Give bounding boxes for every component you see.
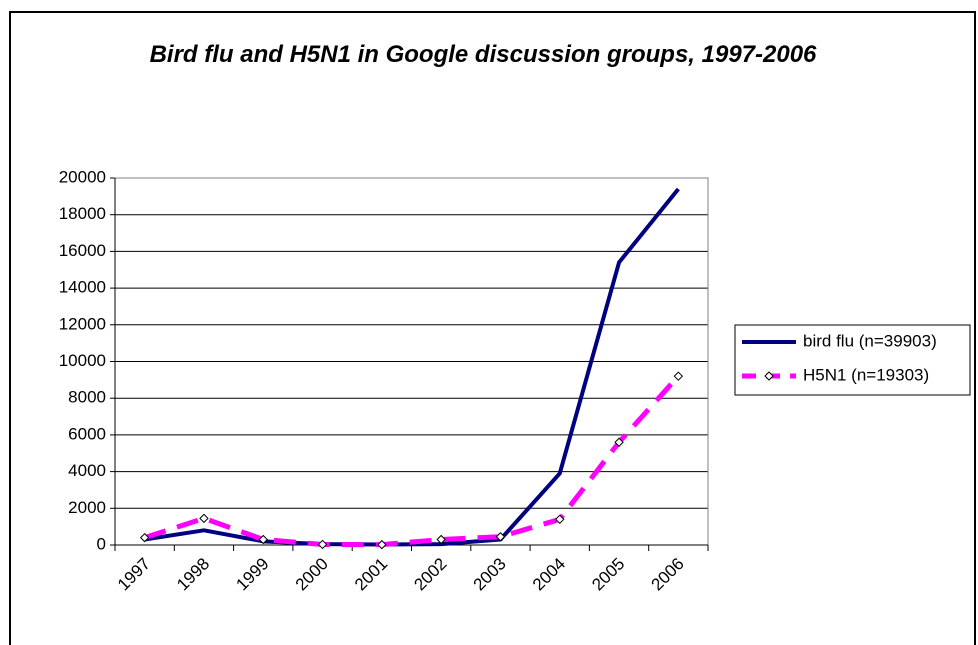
y-tick-label: 6000 [68,424,106,443]
x-tick-label: 2001 [351,554,391,594]
series-line [143,374,681,548]
data-point [317,539,328,550]
legend-box [734,324,971,396]
data-point [377,539,387,550]
x-tick-label: 2003 [470,554,510,594]
y-tick-label: 2000 [68,498,106,517]
y-tick-label: 20000 [59,167,106,186]
y-tick-label: 4000 [68,461,106,480]
data-point [436,534,446,545]
y-tick-label: 0 [97,534,106,553]
y-tick-label: 12000 [59,314,106,333]
x-tick-label: 2000 [292,554,332,594]
legend-label: H5N1 (n=19303) [803,365,929,384]
legend-marker [764,371,774,381]
data-point [614,437,624,447]
series-line [144,187,680,547]
x-tick-label: 2006 [648,554,688,594]
x-tick-label: 1999 [232,554,272,594]
data-point [139,532,150,543]
y-tick-label: 14000 [59,278,106,297]
x-tick-label: 1998 [173,554,213,594]
y-tick-label: 10000 [59,351,106,370]
data-point [555,514,565,525]
x-tick-label: 2002 [410,554,450,594]
chart-title: Bird flu and H5N1 in Google discussion g… [149,41,817,68]
y-tick-label: 16000 [59,241,106,260]
data-point [673,371,684,381]
legend-label: bird flu (n=39903) [803,331,937,350]
y-tick-label: 8000 [68,388,106,407]
x-tick-label: 2004 [529,554,569,594]
data-point [199,513,209,524]
data-point [495,532,506,542]
chart-frame [9,11,976,645]
x-tick-label: 1997 [114,554,154,594]
y-tick-label: 18000 [59,204,106,223]
data-point [258,534,268,545]
x-tick-label: 2005 [588,554,628,594]
